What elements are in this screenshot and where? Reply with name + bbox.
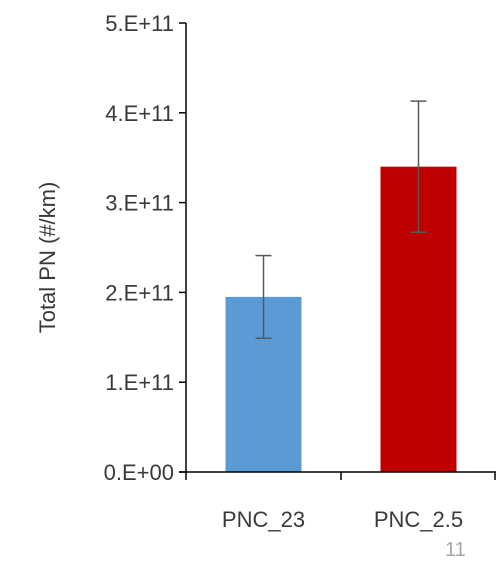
error-bars (255, 100, 427, 339)
y-axis-ticks: 0.E+00 1.E+11 2.E+11 3.E+11 4.E+11 5.E+11 (104, 11, 186, 485)
y-axis-title: Total PN (#/km) (35, 182, 60, 334)
x-axis-ticks: PNC_23 PNC_2.5 (185, 472, 496, 532)
x-tick-label: PNC_23 (222, 507, 305, 532)
y-tick-label: 3.E+11 (105, 191, 174, 216)
y-tick-label: 1.E+11 (105, 370, 174, 395)
y-tick-label: 0.E+00 (104, 460, 174, 485)
y-tick-label: 2.E+11 (105, 280, 174, 305)
x-tick-label: PNC_2.5 (374, 507, 463, 532)
y-tick-label: 4.E+11 (105, 101, 174, 126)
bars (225, 166, 457, 472)
slide-number: 11 (445, 539, 466, 561)
y-tick-label: 5.E+11 (105, 11, 174, 36)
axes (179, 23, 496, 473)
